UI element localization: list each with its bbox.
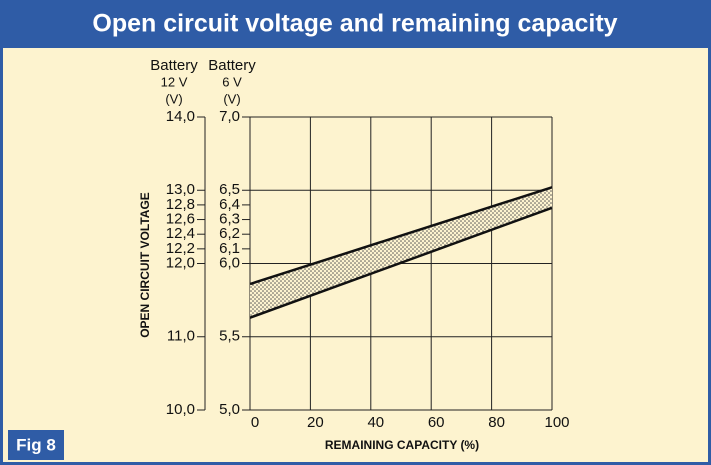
x-axis-label: REMAINING CAPACITY (%) (325, 438, 479, 452)
y2-tick-label: 11,0 (167, 328, 195, 345)
y2-axis-header: Battery (150, 57, 198, 74)
y-tick-label: 7,0 (219, 108, 240, 125)
y-axis-header: (V) (223, 91, 240, 106)
x-tick-label: 80 (488, 414, 505, 431)
y2-tick-label: 13,0 (166, 181, 195, 198)
y-tick-label: 6,2 (219, 225, 240, 242)
figure-label: Fig 8 (16, 435, 56, 454)
y2-tick-label: 12,4 (166, 225, 195, 242)
band (250, 187, 552, 318)
y2-tick-label: 12,0 (166, 254, 195, 271)
y-axis-label: OPEN CIRCUIT VOLTAGE (138, 192, 152, 338)
y2-axis-header: 12 V (161, 74, 188, 89)
x-tick-label: 20 (307, 414, 324, 431)
chart-title: Open circuit voltage and remaining capac… (92, 10, 617, 38)
x-tick-label: 0 (251, 414, 259, 431)
y2-tick-label: 12,6 (166, 211, 195, 228)
y2-tick-label: 10,0 (166, 401, 195, 418)
y2-tick-label: 12,8 (166, 196, 195, 213)
y2-axis-header: (V) (165, 91, 182, 106)
y-tick-label: 6,5 (219, 181, 240, 198)
y-tick-label: 6,3 (219, 211, 240, 228)
x-tick-label: 40 (367, 414, 384, 431)
x-tick-label: 100 (544, 414, 569, 431)
y-tick-label: 5,5 (219, 328, 240, 345)
figure-label-box (8, 430, 64, 460)
y-tick-label: 6,0 (219, 254, 240, 271)
band-edge (249, 186, 553, 286)
y-tick-label: 6,4 (219, 196, 240, 213)
y-axis-header: Battery (208, 57, 256, 74)
band-edge (249, 206, 553, 319)
y-tick-label: 5,0 (219, 401, 240, 418)
y-tick-label: 6,1 (219, 240, 240, 257)
y-axis-header: 6 V (222, 74, 242, 89)
y2-tick-label: 12,2 (166, 240, 195, 257)
x-tick-label: 60 (428, 414, 445, 431)
y2-tick-label: 14,0 (166, 108, 195, 125)
